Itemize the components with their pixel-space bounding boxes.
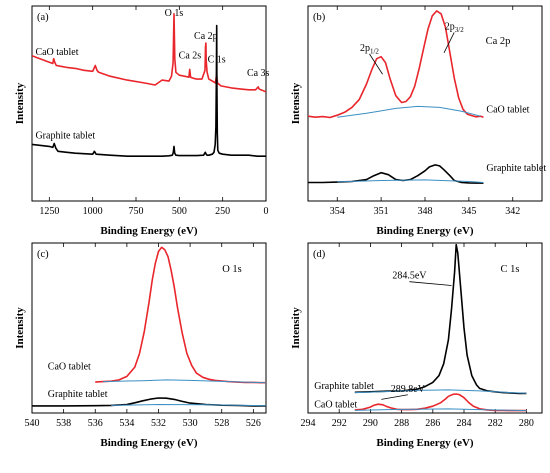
plot-frame-d — [307, 242, 543, 414]
x-tick-label-c-532: 532 — [151, 418, 166, 429]
series-label-b-graphite-tablet: Graphite tablet — [486, 163, 546, 174]
series-line-b-cao-background — [337, 105, 481, 118]
x-tick-label-a-500: 500 — [172, 206, 187, 217]
x-tick-label-a-1000: 1000 — [83, 206, 103, 217]
plot-frame-a — [31, 5, 267, 202]
series-line-d-cao-tablet — [354, 393, 527, 412]
peak-label-ca-2p: Ca 2p — [194, 31, 218, 42]
x-tick-label-c-540: 540 — [25, 418, 40, 429]
x-tick-label-b-342: 342 — [505, 206, 520, 217]
panel-label-d: (d) — [313, 249, 326, 260]
plot-frame-c — [31, 242, 267, 414]
x-axis-title-d: Binding Energy (eV) — [376, 437, 474, 449]
x-tick-label-b-345: 345 — [461, 206, 476, 217]
series-line-b-cao-tablet — [308, 10, 484, 119]
series-label-c-cao-tablet: CaO tablet — [48, 362, 91, 373]
series-label-a-cao-tablet: CaO tablet — [35, 47, 78, 58]
x-tick-label-d-284: 284 — [457, 418, 472, 429]
annotation-pointer-b-0 — [369, 53, 383, 75]
series-label-a-graphite-tablet: Graphite tablet — [35, 131, 95, 142]
annotation-d-1: 289.8eV — [391, 384, 426, 395]
annotation-b-0: 2p1/2 — [360, 43, 379, 56]
y-axis-title-a: Intensity — [14, 82, 26, 124]
annotation-pointer-d-0 — [409, 281, 452, 286]
element-title-b: Ca 2p — [486, 36, 511, 47]
panel-label-b: (b) — [313, 12, 326, 23]
x-tick-label-d-288: 288 — [394, 418, 409, 429]
peak-label-ca-3s: Ca 3s — [247, 68, 270, 79]
x-tick-label-b-354: 354 — [330, 206, 345, 217]
peak-label-c-1s: C 1s — [208, 55, 226, 66]
x-tick-label-d-280: 280 — [519, 418, 534, 429]
panel-label-c: (c) — [37, 249, 49, 260]
series-label-d-cao-tablet: CaO tablet — [314, 399, 357, 410]
series-label-b-cao-tablet: CaO tablet — [486, 104, 529, 115]
y-axis-title-b: Intensity — [290, 82, 302, 124]
x-tick-label-c-526: 526 — [246, 418, 261, 429]
x-tick-label-b-351: 351 — [374, 206, 389, 217]
x-tick-label-d-292: 292 — [332, 418, 347, 429]
panel-label-a: (a) — [37, 12, 49, 23]
x-tick-label-d-286: 286 — [425, 418, 440, 429]
series-line-d-graphite-background — [354, 389, 527, 394]
panel-d: 294 292 290 288 286 284 282 280 Binding Energy (… — [290, 242, 543, 449]
x-tick-label-c-536: 536 — [88, 418, 103, 429]
series-line-c-cao-background — [103, 379, 266, 384]
panel-c: 540 538 536 534 532 530 528 526 Binding Energy (… — [14, 242, 267, 449]
x-tick-label-b-348: 348 — [418, 206, 433, 217]
x-tick-label-c-530: 530 — [183, 418, 198, 429]
x-axis-title-b: Binding Energy (eV) — [376, 225, 474, 237]
annotation-pointer-d-1 — [381, 394, 408, 400]
series-line-d-cao-background — [354, 408, 527, 412]
peak-label-ca-2s: Ca 2s — [179, 51, 202, 62]
x-tick-label-d-290: 290 — [363, 418, 378, 429]
x-tick-label-a-750: 750 — [129, 206, 144, 217]
y-axis-title-d: Intensity — [290, 307, 302, 349]
x-tick-label-d-294: 294 — [301, 418, 316, 429]
x-tick-label-a-1250: 1250 — [39, 206, 59, 217]
x-tick-label-c-538: 538 — [56, 418, 71, 429]
x-tick-label-c-528: 528 — [214, 418, 229, 429]
peak-label-o-1s: O 1s — [165, 8, 184, 19]
series-line-a-graphite-tablet — [32, 24, 266, 157]
x-tick-label-a-0: 0 — [264, 206, 269, 217]
annotation-b-1: 2p3/2 — [445, 21, 464, 34]
series-line-b-graphite-background — [337, 179, 484, 183]
series-line-a-cao-tablet — [32, 13, 266, 93]
element-title-d: C 1s — [501, 264, 520, 275]
panel-a: 1250 1000 750 500 250 0 Binding Energy (eV) Int… — [14, 5, 270, 237]
series-label-d-graphite-tablet: Graphite tablet — [314, 381, 374, 392]
x-axis-title-c: Binding Energy (eV) — [100, 437, 198, 449]
panel-b: 354 351 348 345 342 Binding Energy (eV) Intens… — [290, 5, 546, 237]
x-axis-title-a: Binding Energy (eV) — [100, 225, 198, 237]
x-tick-label-a-250: 250 — [215, 206, 230, 217]
series-label-c-graphite-tablet: Graphite tablet — [48, 389, 108, 400]
x-tick-label-d-282: 282 — [488, 418, 503, 429]
annotation-pointer-b-1 — [443, 32, 455, 53]
x-tick-label-c-534: 534 — [119, 418, 134, 429]
element-title-c: O 1s — [222, 264, 242, 275]
y-axis-title-c: Intensity — [14, 307, 26, 349]
annotation-d-0: 284.5eV — [392, 271, 427, 282]
series-line-c-graphite-background — [111, 403, 266, 407]
